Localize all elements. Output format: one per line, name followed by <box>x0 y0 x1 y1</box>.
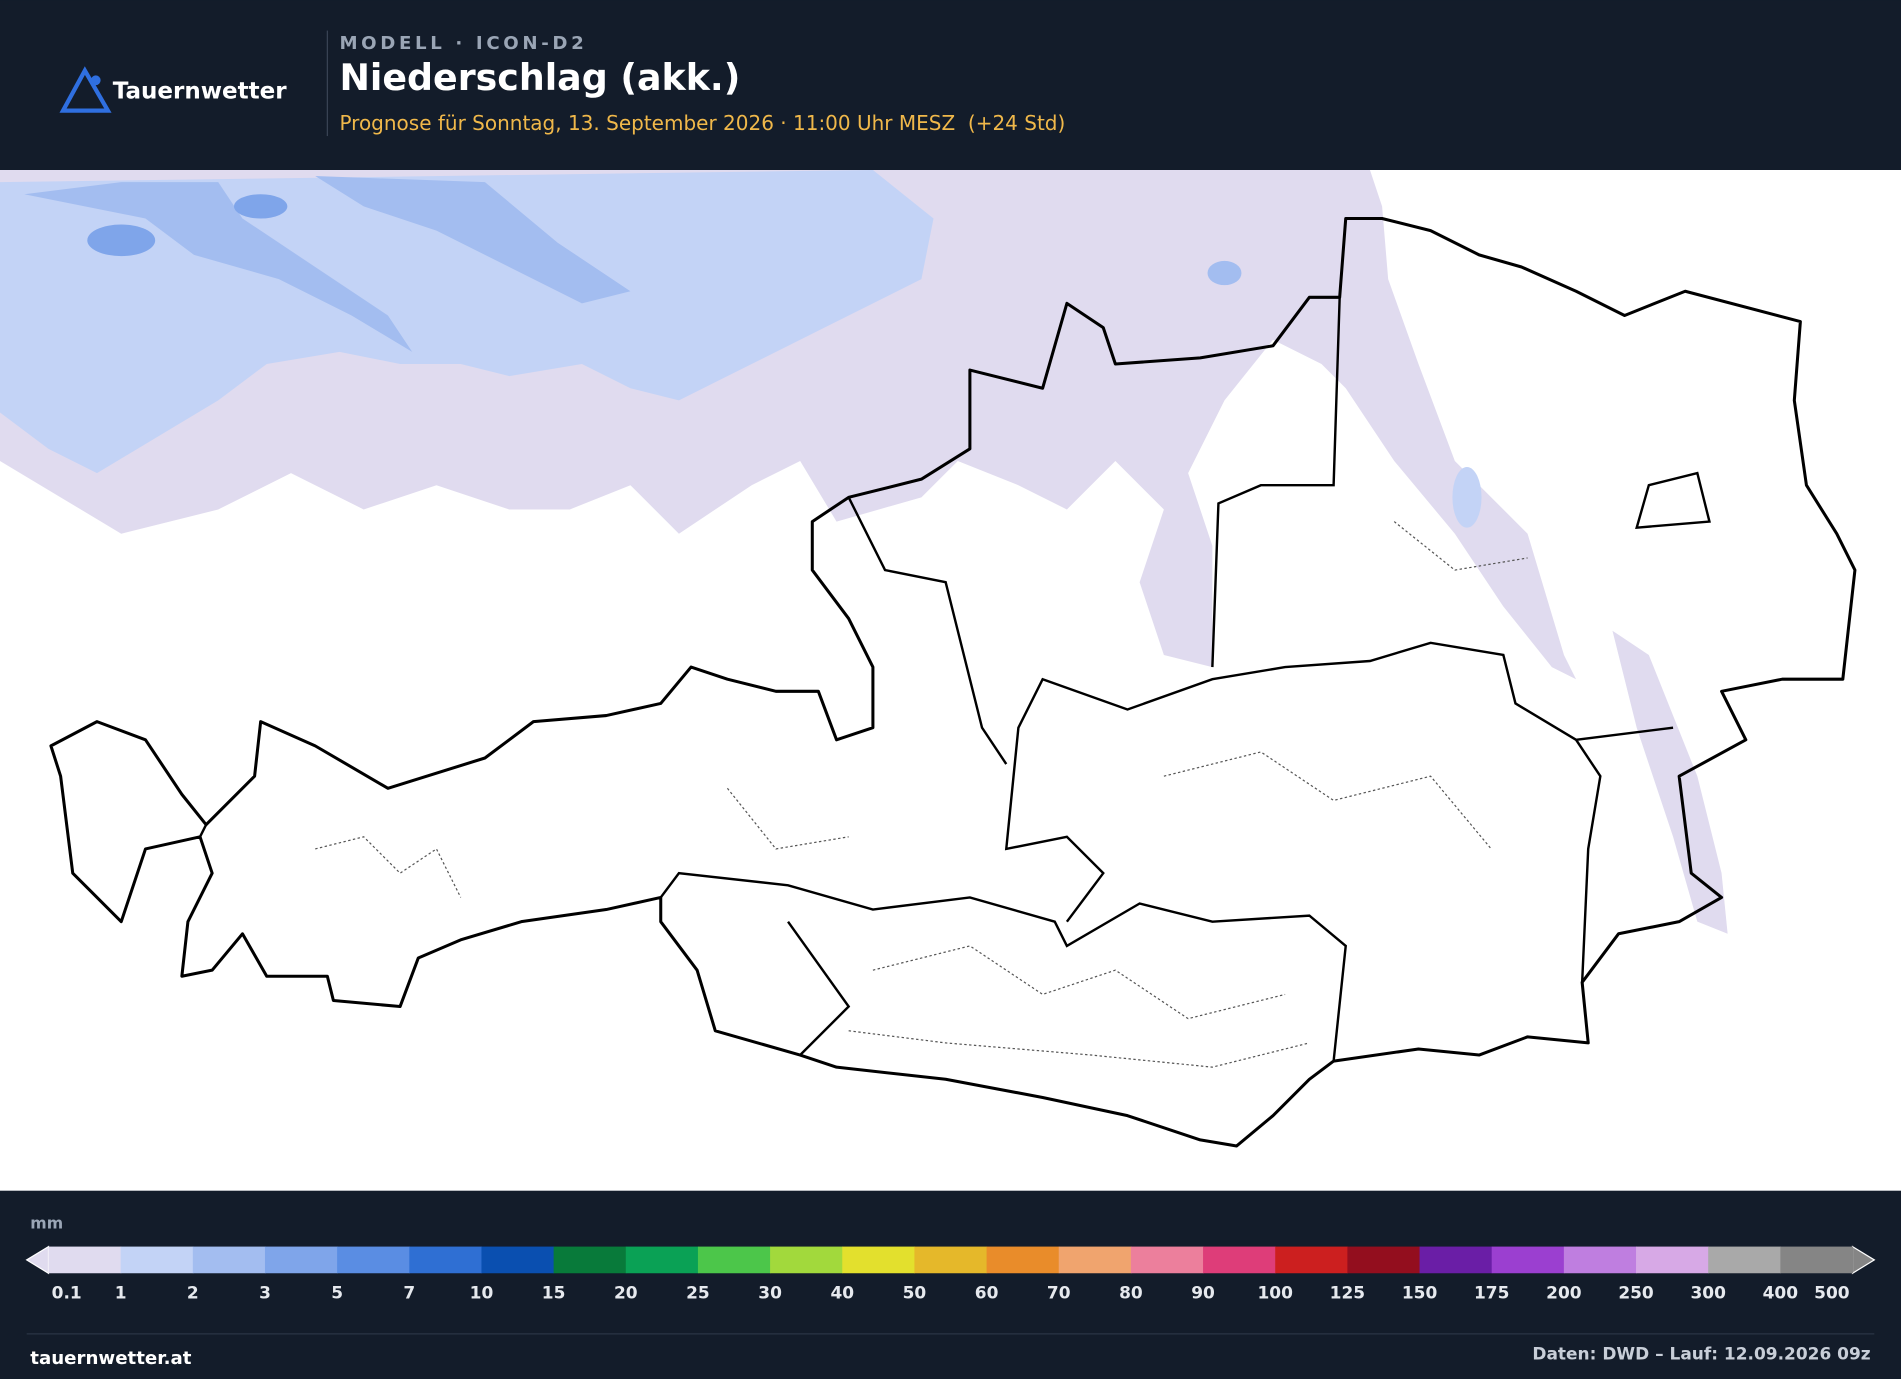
colorbar-tick-label: 70 <box>1047 1284 1071 1304</box>
colorbar-segment <box>192 1246 266 1274</box>
footer-site: tauernwetter.at <box>30 1348 191 1369</box>
colorbar-segment <box>481 1246 555 1274</box>
colorbar-segment <box>1491 1246 1565 1274</box>
colorbar-tick-label: 15 <box>542 1284 566 1304</box>
colorbar-tick-label: 5 <box>331 1284 343 1304</box>
colorbar-tick-label: 40 <box>830 1284 854 1304</box>
footer-source: Daten: DWD – Lauf: 12.09.2026 09z <box>1532 1344 1870 1364</box>
colorbar-segment <box>1347 1246 1421 1274</box>
colorbar-segment <box>120 1246 194 1274</box>
header-bar <box>0 0 1901 170</box>
colorbar-segment <box>48 1246 122 1274</box>
precip-area <box>1452 467 1482 528</box>
colorbar-segment <box>409 1246 483 1274</box>
colorbar-segment <box>625 1246 699 1274</box>
subtitle: Prognose für Sonntag, 13. September 2026… <box>339 111 1065 135</box>
map-title: Niederschlag (akk.) <box>339 56 740 99</box>
colorbar-tick-label: 3 <box>259 1284 271 1304</box>
colorbar-segment <box>986 1246 1060 1274</box>
colorbar-tick-label: 125 <box>1330 1284 1365 1304</box>
state-border <box>198 297 1711 1062</box>
precip-area <box>1612 630 1728 934</box>
colorbar-tick-label: 25 <box>686 1284 710 1304</box>
district-border <box>315 521 1528 1068</box>
colorbar-segment <box>264 1246 338 1274</box>
legend-panel <box>0 1190 1901 1379</box>
colorbar-segment <box>1636 1246 1709 1274</box>
brand: Tauernwetter <box>113 78 287 104</box>
colorbar-tick-label: 250 <box>1618 1284 1653 1304</box>
colorbar-segment <box>1780 1246 1854 1274</box>
colorbar-segment <box>1708 1246 1781 1274</box>
colorbar-segment <box>1130 1246 1204 1274</box>
colorbar-tick-label: 100 <box>1258 1284 1293 1304</box>
colorbar-tick-label: 90 <box>1191 1284 1215 1304</box>
colorbar-tick-label: 7 <box>403 1284 415 1304</box>
colorbar-tick-label: 60 <box>975 1284 999 1304</box>
colorbar-segment <box>697 1246 771 1274</box>
colorbar-tick-label: 500 <box>1814 1284 1849 1304</box>
colorbar-tick-label: 175 <box>1474 1284 1509 1304</box>
colorbar-segment <box>337 1246 410 1274</box>
colorbar-tick-label: 150 <box>1402 1284 1437 1304</box>
precip-area <box>24 182 413 352</box>
precip-area <box>315 176 631 304</box>
colorbar-tick-label: 400 <box>1763 1284 1798 1304</box>
precip-area <box>233 194 288 219</box>
colorbar-segment <box>1275 1246 1348 1274</box>
colorbar-segment <box>842 1246 916 1274</box>
colorbar-tick-label: 200 <box>1546 1284 1581 1304</box>
precip-area <box>87 224 156 257</box>
colorbar-tick-label: 1 <box>115 1284 127 1304</box>
colorbar-segment <box>770 1246 843 1274</box>
map <box>0 169 1901 1191</box>
colorbar-tick-label: 10 <box>470 1284 494 1304</box>
colorbar-tick-label: 300 <box>1690 1284 1725 1304</box>
legend-unit: mm <box>30 1213 63 1232</box>
colorbar-tick-label: 50 <box>903 1284 927 1304</box>
logo <box>59 66 112 113</box>
colorbar-tick-label: 20 <box>614 1284 638 1304</box>
colorbar-segment <box>1563 1246 1637 1274</box>
colorbar-segment <box>553 1246 627 1274</box>
model-label: MODELL · ICON-D2 <box>339 33 587 54</box>
colorbar-segment <box>1419 1246 1493 1274</box>
colorbar-segment <box>1203 1246 1276 1274</box>
colorbar-tick-label: 0.1 <box>52 1284 82 1304</box>
colorbar-segment <box>1058 1246 1132 1274</box>
country-border <box>49 216 1857 1148</box>
logo-dot <box>90 75 101 86</box>
colorbar: 0.1 1 2 3 5 7 10 15 20 25 30 40 50 60 70 80 90 100 125 150 1… <box>25 1245 1876 1304</box>
colorbar-tick-label: 80 <box>1119 1284 1143 1304</box>
colorbar-segment <box>914 1246 988 1274</box>
precip-area <box>1207 260 1242 286</box>
colorbar-tick-label: 2 <box>187 1284 199 1304</box>
colorbar-tick-label: 30 <box>758 1284 782 1304</box>
